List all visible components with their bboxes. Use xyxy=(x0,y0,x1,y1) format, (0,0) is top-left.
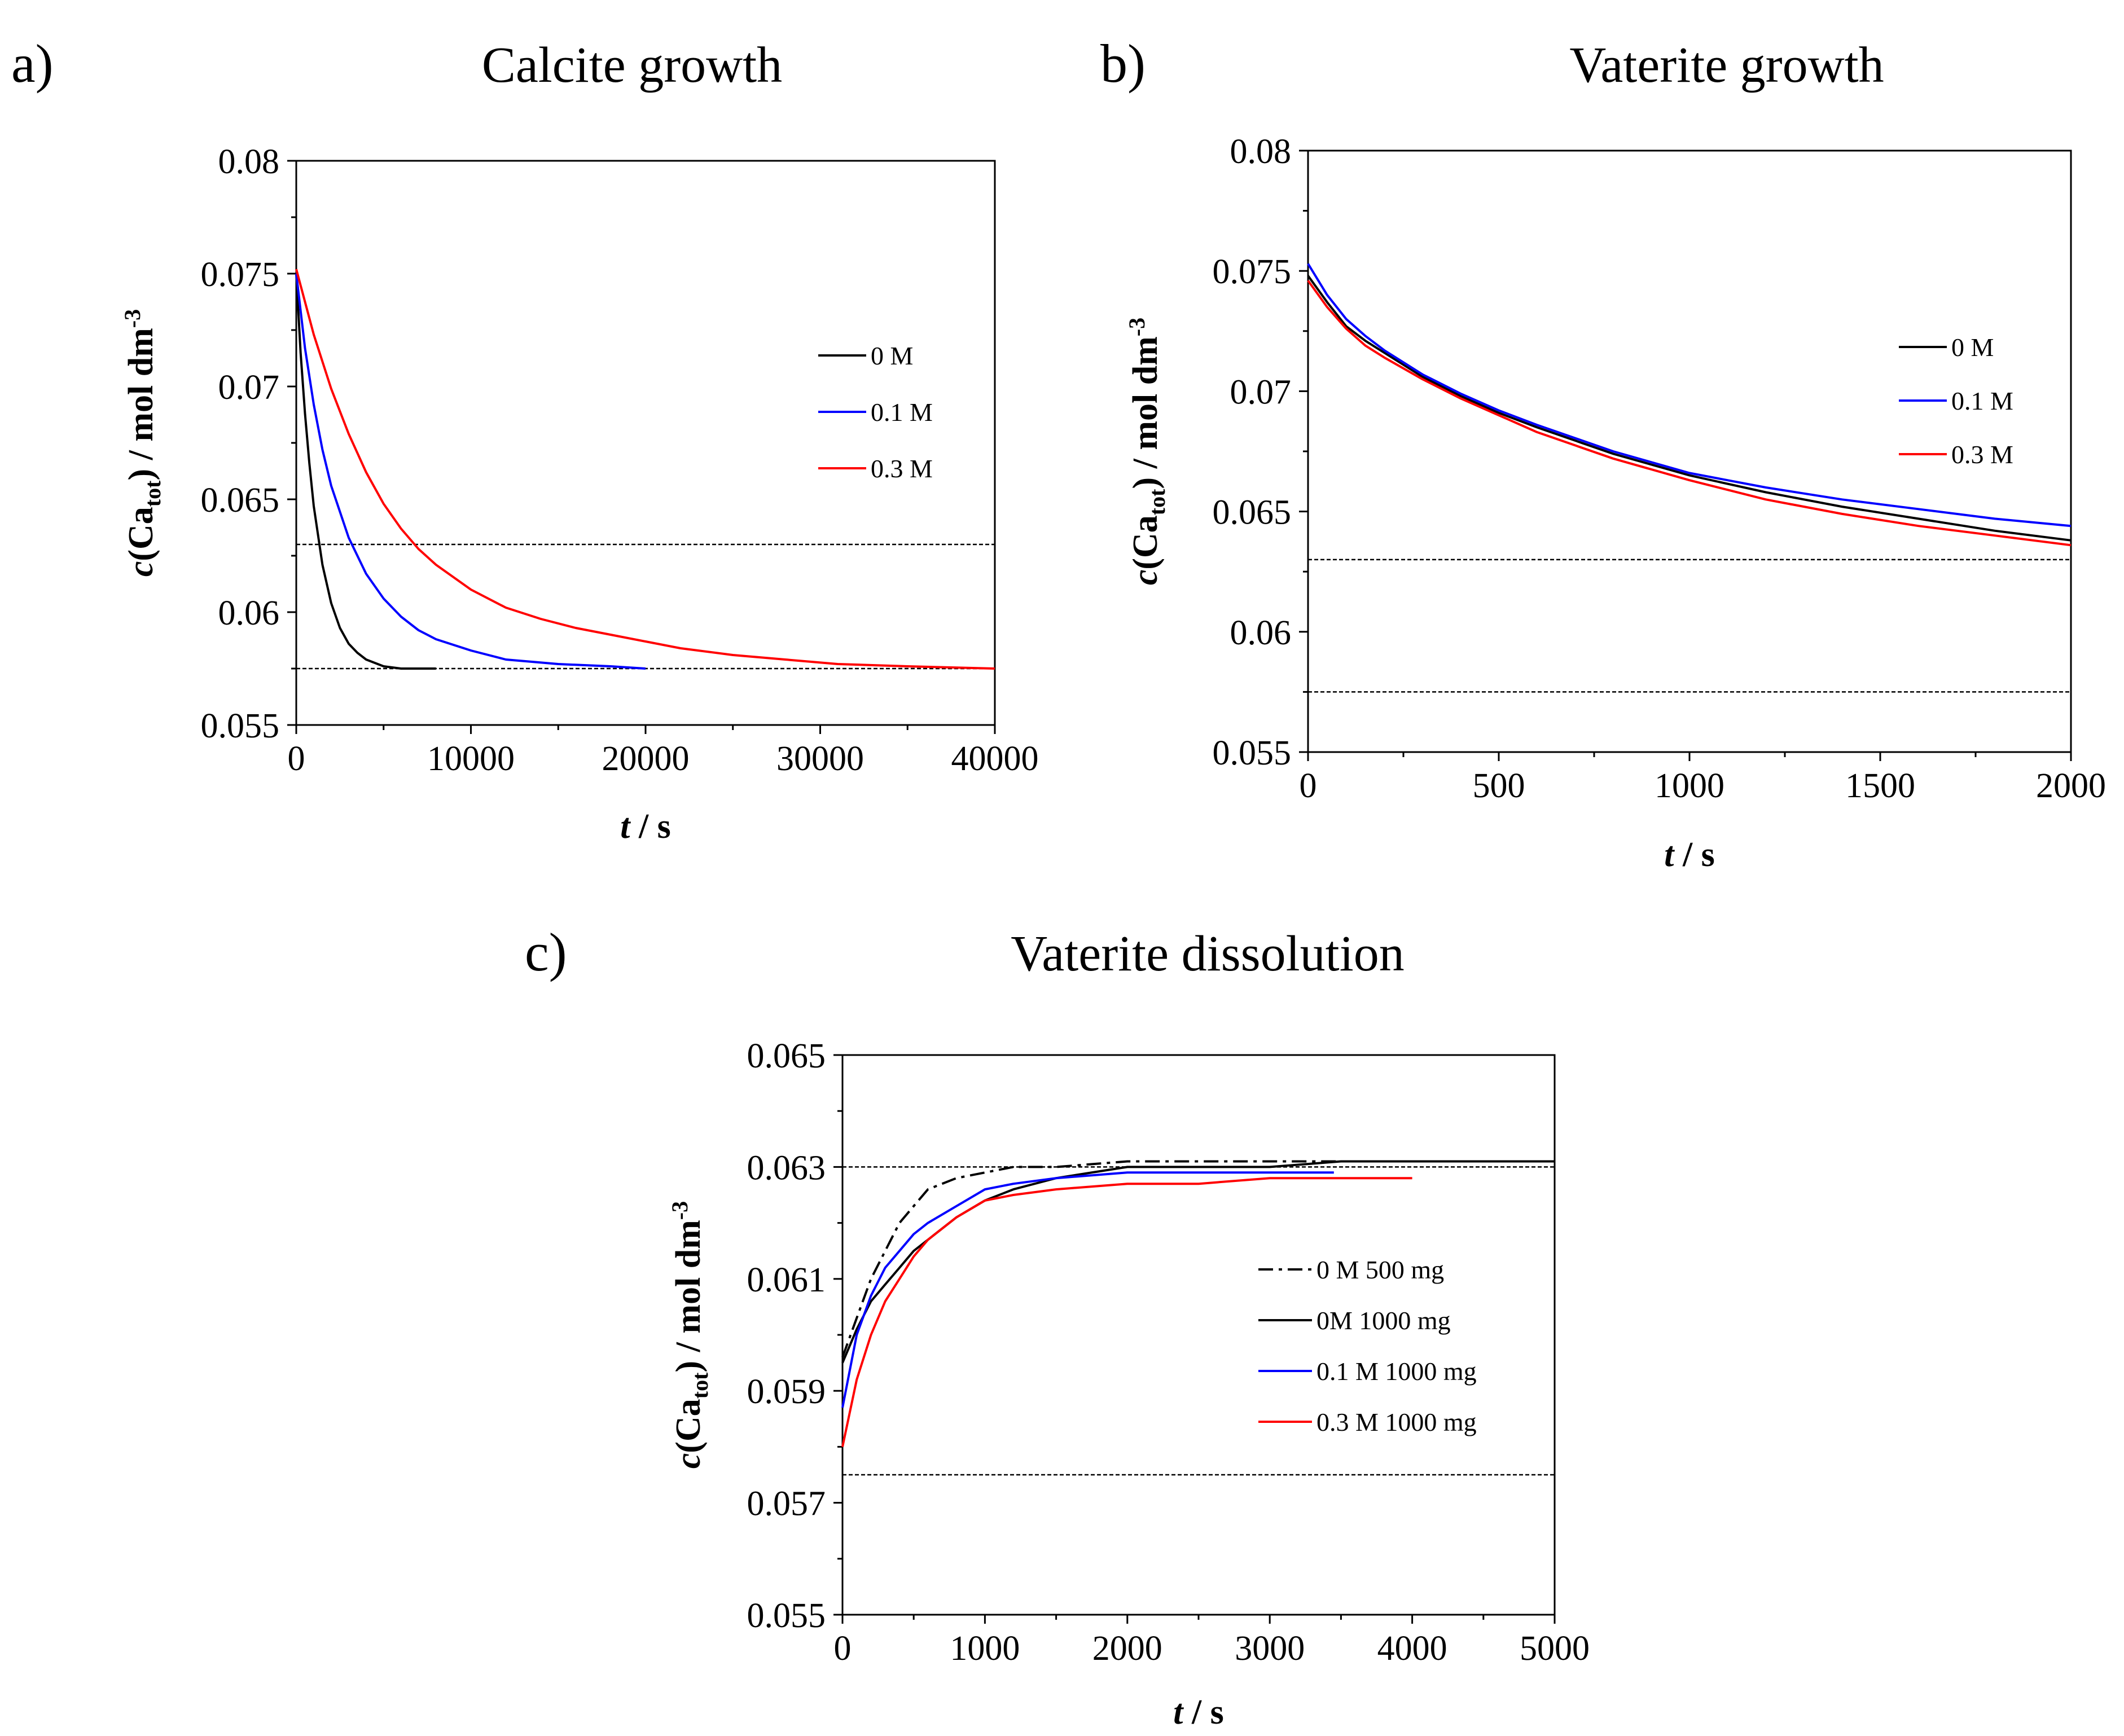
y-tick-label: 0.07 xyxy=(218,368,280,407)
series-line-0-3-m xyxy=(295,269,995,670)
y-tick-label: 0.06 xyxy=(1230,614,1292,652)
series-line-0m-1000-mg xyxy=(841,1160,1555,1364)
y-tick-label: 0.059 xyxy=(747,1373,826,1411)
y-axis-label: c(Catot) / mol dm-3 xyxy=(1124,318,1170,585)
legend-label-0m-1000-mg: 0M 1000 mg xyxy=(1316,1306,1451,1335)
legend-label-0-m-500-mg: 0 M 500 mg xyxy=(1316,1255,1444,1284)
x-axis-label: t / s xyxy=(1173,1693,1224,1731)
legend-label-0-1-m: 0.1 M xyxy=(1951,386,2013,415)
y-tick-label: 0.055 xyxy=(1213,734,1292,772)
x-tick-label: 0 xyxy=(834,1629,852,1668)
panel-label: c) xyxy=(525,922,567,982)
series-line-0-1-m-1000-mg xyxy=(841,1171,1334,1408)
x-tick-label: 2000 xyxy=(2036,767,2106,805)
panel-label: a) xyxy=(11,33,54,94)
y-tick-label: 0.08 xyxy=(1230,133,1292,171)
x-tick-label: 5000 xyxy=(1520,1629,1590,1668)
plot-frame xyxy=(841,1054,1556,1616)
y-tick-label: 0.07 xyxy=(1230,373,1292,411)
legend: 0 M 0.1 M 0.3 M xyxy=(1899,333,2013,469)
chart-title: Vaterite growth xyxy=(1569,37,1884,93)
y-tick-label: 0.063 xyxy=(747,1149,826,1187)
y-tick-label: 0.075 xyxy=(201,256,280,294)
y-tick-label: 0.061 xyxy=(747,1261,826,1299)
y-axis-label: c(Catot) / mol dm-3 xyxy=(120,309,165,577)
y-tick-label: 0.065 xyxy=(1213,494,1292,532)
legend: 0 M 500 mg 0M 1000 mg 0.1 M 1000 mg 0.3 M 1… xyxy=(1258,1255,1477,1436)
x-tick-label: 10000 xyxy=(427,740,515,778)
series-line-0-m xyxy=(295,273,436,670)
x-tick-label: 1000 xyxy=(950,1629,1020,1668)
y-tick-label: 0.075 xyxy=(1213,253,1292,291)
x-tick-label: 3000 xyxy=(1235,1629,1305,1668)
y-tick-label: 0.065 xyxy=(201,481,280,520)
series-line-0-3-m xyxy=(1307,280,2072,547)
legend-label-0-m: 0 M xyxy=(1951,333,1994,362)
x-tick-label: 2000 xyxy=(1092,1629,1162,1668)
y-tick-label: 0.055 xyxy=(747,1597,826,1635)
x-tick-label: 1500 xyxy=(1845,767,1915,805)
x-tick-label: 30000 xyxy=(776,740,864,778)
x-tick-label: 0 xyxy=(288,740,305,778)
x-tick-label: 40000 xyxy=(951,740,1039,778)
y-tick-label: 0.065 xyxy=(747,1037,826,1075)
series-line-0-m-500-mg xyxy=(841,1160,1341,1358)
x-tick-label: 500 xyxy=(1473,767,1525,805)
chart-title: Vaterite dissolution xyxy=(1011,926,1404,982)
legend-label-0-1-m: 0.1 M xyxy=(871,398,933,427)
y-axis-label: c(Catot) / mol dm-3 xyxy=(667,1201,713,1469)
series-line-0-3-m-1000-mg xyxy=(841,1177,1412,1447)
series-line-0-1-m xyxy=(1307,263,2072,528)
legend-label-0-3-m-1000-mg: 0.3 M 1000 mg xyxy=(1316,1408,1477,1436)
legend-label-0-m: 0 M xyxy=(871,341,913,370)
series-line-0-1-m xyxy=(295,273,646,670)
x-tick-label: 0 xyxy=(1300,767,1317,805)
y-tick-label: 0.08 xyxy=(218,143,280,181)
panel-label: b) xyxy=(1100,33,1146,94)
chart-panel-b: Vaterite growth b) 0 500 1000 1500 2000 0.055 0.… xyxy=(1100,33,2106,874)
x-tick-label: 4000 xyxy=(1377,1629,1447,1668)
series-line-0-m xyxy=(1307,275,2072,542)
x-tick-label: 1000 xyxy=(1655,767,1724,805)
chart-panel-c: Vaterite dissolution c) 0 1000 2000 3000 4000 5… xyxy=(525,922,1590,1731)
x-tick-label: 20000 xyxy=(602,740,690,778)
chart-panel-a: Calcite growth a) 0 10000 20000 30000 40000 0.0… xyxy=(11,33,1039,846)
y-tick-label: 0.055 xyxy=(201,707,280,745)
x-axis-label: t / s xyxy=(620,807,671,846)
legend-label-0-3-m: 0.3 M xyxy=(1951,440,2013,469)
chart-title: Calcite growth xyxy=(482,37,782,93)
x-axis-label: t / s xyxy=(1664,836,1715,874)
y-tick-label: 0.057 xyxy=(747,1485,826,1523)
legend-label-0-3-m: 0.3 M xyxy=(871,454,933,483)
y-tick-label: 0.06 xyxy=(218,594,280,632)
legend: 0 M 0.1 M 0.3 M xyxy=(818,341,933,483)
legend-label-0-1-m-1000-mg: 0.1 M 1000 mg xyxy=(1316,1357,1477,1386)
